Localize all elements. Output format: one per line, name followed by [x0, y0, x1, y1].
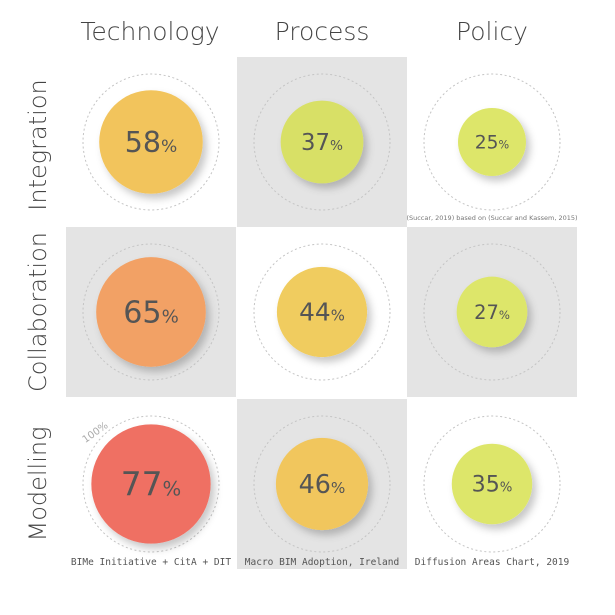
- bubble-modelling-policy: [451, 443, 533, 525]
- row-header-collaboration: Collaboration: [24, 232, 52, 392]
- value-label-integration-technology: 58%: [125, 126, 177, 159]
- column-header-policy: Policy: [456, 17, 528, 46]
- bubble-modelling-process: [275, 437, 369, 531]
- column-header-process: Process: [275, 17, 370, 46]
- bubble-integration-technology: [99, 90, 203, 194]
- footer-technology: BIMe Initiative + CitA + DIT: [71, 557, 231, 568]
- bubble-collaboration-process: [276, 266, 368, 358]
- value-label-integration-policy: 25%: [475, 133, 510, 154]
- footer-process: Macro BIM Adoption, Ireland: [245, 557, 399, 568]
- reference-ring-integration-policy: [423, 73, 561, 211]
- column-header-technology: Technology: [80, 17, 219, 46]
- value-label-modelling-policy: 35%: [472, 472, 513, 498]
- bubble-integration-policy: [458, 108, 526, 176]
- reference-ring-collaboration-policy: [423, 243, 561, 381]
- row-header-modelling: Modelling: [24, 426, 52, 541]
- value-label-modelling-technology: 77%: [121, 465, 181, 503]
- value-label-modelling-process: 46%: [299, 469, 346, 499]
- reference-ring-modelling-technology: [82, 415, 220, 553]
- bubble-integration-process: [280, 100, 364, 184]
- bubble-modelling-technology: [91, 424, 211, 544]
- bubble-collaboration-technology: [96, 257, 206, 367]
- source-note: (Succar, 2019) based on (Succar and Kass…: [406, 214, 577, 222]
- reference-ring-integration-technology: [82, 73, 220, 211]
- bubble-collaboration-policy: [456, 276, 528, 348]
- value-label-collaboration-policy: 27%: [474, 301, 510, 324]
- row-header-integration: Integration: [24, 79, 52, 210]
- reference-ring-collaboration-technology: [82, 243, 220, 381]
- reference-ring-integration-process: [253, 73, 391, 211]
- reference-ring-collaboration-process: [253, 243, 391, 381]
- value-label-collaboration-process: 44%: [299, 298, 345, 327]
- footer-policy: Diffusion Areas Chart, 2019: [415, 557, 570, 568]
- value-label-integration-process: 37%: [301, 130, 343, 156]
- reference-ring-modelling-process: [253, 415, 391, 553]
- reference-ring-modelling-policy: [423, 415, 561, 553]
- value-label-collaboration-technology: 65%: [123, 296, 179, 331]
